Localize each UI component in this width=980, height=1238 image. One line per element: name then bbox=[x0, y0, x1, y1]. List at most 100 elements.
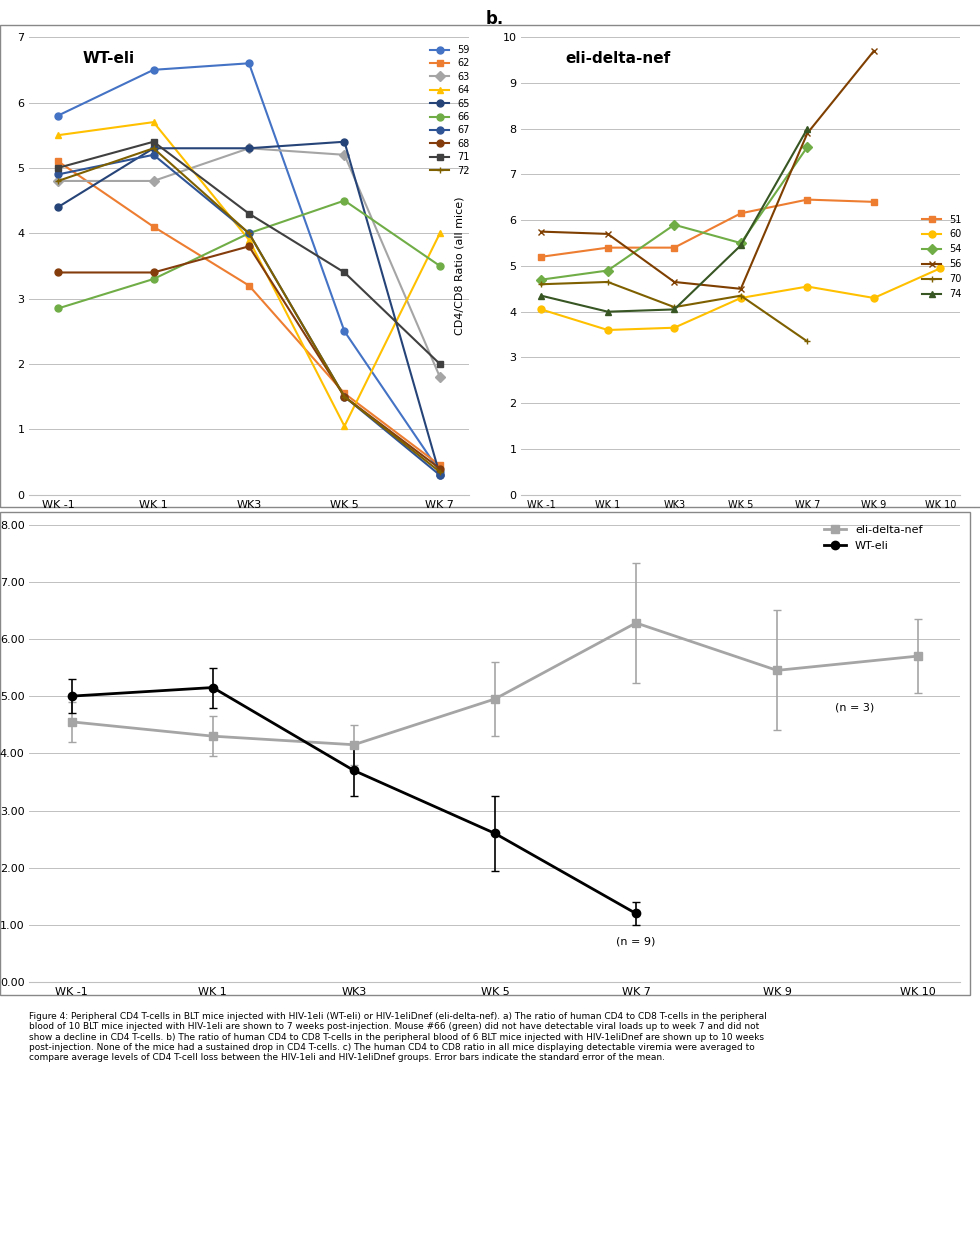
65 bbox=[243, 141, 255, 156]
64 bbox=[434, 225, 446, 240]
62 bbox=[338, 386, 350, 401]
56 bbox=[602, 227, 613, 241]
Line: 70: 70 bbox=[538, 279, 810, 345]
60 bbox=[868, 291, 880, 306]
66 bbox=[434, 259, 446, 274]
Line: 63: 63 bbox=[55, 145, 443, 380]
63 bbox=[148, 173, 160, 188]
63 bbox=[243, 141, 255, 156]
74 bbox=[735, 238, 747, 253]
60 bbox=[935, 261, 947, 276]
59 bbox=[338, 324, 350, 339]
66 bbox=[243, 225, 255, 240]
62 bbox=[434, 458, 446, 473]
66 bbox=[52, 301, 64, 316]
64 bbox=[338, 418, 350, 433]
67 bbox=[338, 389, 350, 404]
54 bbox=[735, 235, 747, 250]
68 bbox=[52, 265, 64, 280]
Line: 66: 66 bbox=[55, 197, 443, 312]
67 bbox=[148, 147, 160, 162]
59 bbox=[243, 56, 255, 71]
62 bbox=[52, 154, 64, 168]
59 bbox=[434, 464, 446, 479]
Line: 60: 60 bbox=[538, 265, 944, 333]
60 bbox=[735, 291, 747, 306]
70 bbox=[802, 334, 813, 349]
64 bbox=[243, 233, 255, 248]
72 bbox=[52, 173, 64, 188]
63 bbox=[338, 147, 350, 162]
Line: 51: 51 bbox=[538, 196, 877, 260]
56 bbox=[535, 224, 547, 239]
71 bbox=[338, 265, 350, 280]
51 bbox=[602, 240, 613, 255]
70 bbox=[735, 288, 747, 303]
64 bbox=[148, 115, 160, 130]
54 bbox=[602, 264, 613, 279]
65 bbox=[434, 468, 446, 483]
Line: 64: 64 bbox=[55, 119, 443, 430]
63 bbox=[434, 370, 446, 385]
Text: (n = 9): (n = 9) bbox=[616, 937, 656, 947]
72 bbox=[148, 141, 160, 156]
68 bbox=[434, 462, 446, 477]
Line: 54: 54 bbox=[538, 144, 810, 284]
51 bbox=[735, 206, 747, 220]
68 bbox=[338, 389, 350, 404]
60 bbox=[802, 279, 813, 293]
64 bbox=[52, 128, 64, 142]
67 bbox=[52, 167, 64, 182]
Legend: 51, 60, 54, 56, 70, 74: 51, 60, 54, 56, 70, 74 bbox=[919, 212, 964, 302]
71 bbox=[52, 161, 64, 176]
70 bbox=[602, 275, 613, 290]
Text: eli-delta-nef: eli-delta-nef bbox=[565, 51, 670, 66]
68 bbox=[243, 239, 255, 254]
Text: (n = 3): (n = 3) bbox=[835, 702, 874, 712]
Line: 72: 72 bbox=[55, 145, 443, 475]
Line: 71: 71 bbox=[55, 139, 443, 368]
68 bbox=[148, 265, 160, 280]
62 bbox=[243, 279, 255, 293]
65 bbox=[52, 199, 64, 214]
71 bbox=[243, 207, 255, 222]
54 bbox=[668, 218, 680, 233]
Line: 56: 56 bbox=[538, 47, 877, 292]
65 bbox=[338, 134, 350, 149]
56 bbox=[868, 43, 880, 58]
60 bbox=[535, 302, 547, 317]
66 bbox=[338, 193, 350, 208]
70 bbox=[535, 277, 547, 292]
71 bbox=[148, 134, 160, 149]
56 bbox=[735, 281, 747, 296]
51 bbox=[535, 249, 547, 264]
Text: b.: b. bbox=[486, 10, 505, 28]
74 bbox=[602, 305, 613, 319]
65 bbox=[148, 141, 160, 156]
63 bbox=[52, 173, 64, 188]
51 bbox=[668, 240, 680, 255]
72 bbox=[434, 464, 446, 479]
56 bbox=[802, 126, 813, 141]
Line: 59: 59 bbox=[55, 59, 443, 475]
Text: Figure 4: Peripheral CD4 T-cells in BLT mice injected with HIV-1eli (WT-eli) or : Figure 4: Peripheral CD4 T-cells in BLT … bbox=[29, 1011, 767, 1062]
51 bbox=[868, 194, 880, 209]
72 bbox=[338, 389, 350, 404]
Line: 62: 62 bbox=[55, 158, 443, 469]
70 bbox=[668, 300, 680, 314]
67 bbox=[434, 468, 446, 483]
66 bbox=[148, 271, 160, 286]
71 bbox=[434, 357, 446, 371]
60 bbox=[668, 321, 680, 335]
60 bbox=[602, 323, 613, 338]
67 bbox=[243, 225, 255, 240]
54 bbox=[802, 140, 813, 155]
74 bbox=[535, 288, 547, 303]
51 bbox=[802, 192, 813, 207]
56 bbox=[668, 275, 680, 290]
74 bbox=[668, 302, 680, 317]
Line: 65: 65 bbox=[55, 139, 443, 479]
59 bbox=[148, 62, 160, 77]
72 bbox=[243, 225, 255, 240]
Text: WT-eli: WT-eli bbox=[82, 51, 134, 66]
